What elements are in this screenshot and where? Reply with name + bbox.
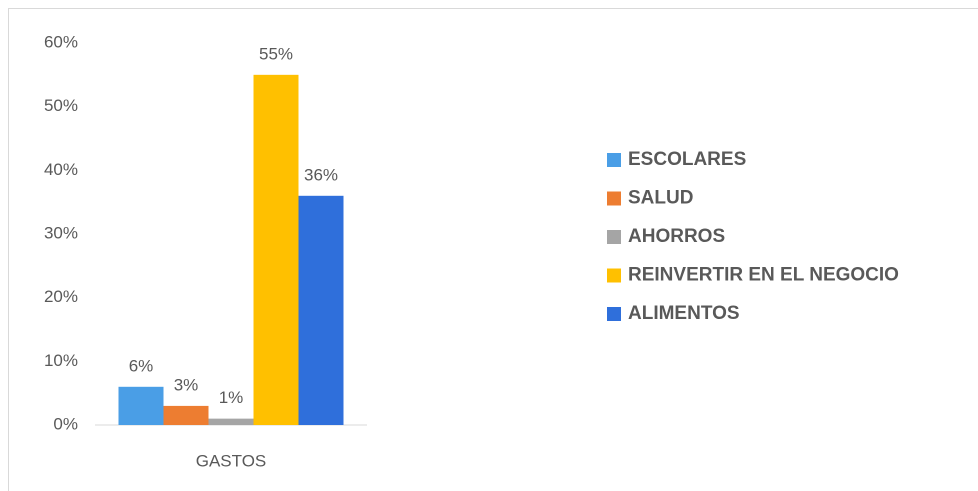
bar	[208, 418, 254, 425]
bar	[298, 195, 344, 425]
legend-label: REINVERTIR EN EL NEGOCIO	[628, 265, 899, 286]
y-tick-label: 0%	[53, 414, 78, 433]
x-tick-label: GASTOS	[196, 451, 267, 470]
legend-label: ESCOLARES	[628, 149, 746, 170]
legend-swatch	[607, 191, 621, 206]
y-tick-label: 20%	[44, 287, 78, 306]
bar	[253, 74, 299, 425]
legend-label: ALIMENTOS	[628, 303, 740, 324]
y-tick-label: 40%	[44, 160, 78, 179]
y-tick-label: 30%	[44, 223, 78, 242]
y-tick-label: 50%	[44, 96, 78, 115]
data-label: 1%	[219, 388, 244, 407]
legend-label: SALUD	[628, 188, 693, 209]
y-tick-label: 60%	[44, 32, 78, 51]
data-label: 3%	[174, 375, 199, 394]
data-label: 6%	[129, 356, 154, 375]
bar	[118, 386, 164, 425]
bar	[163, 405, 209, 425]
legend-swatch	[607, 230, 621, 244]
y-tick-label: 10%	[44, 351, 78, 370]
legend-label: AHORROS	[628, 226, 725, 247]
legend-swatch	[607, 268, 621, 283]
data-label: 55%	[259, 44, 293, 63]
data-label: 36%	[304, 165, 338, 184]
legend-swatch	[607, 153, 621, 167]
legend-swatch	[607, 307, 621, 321]
